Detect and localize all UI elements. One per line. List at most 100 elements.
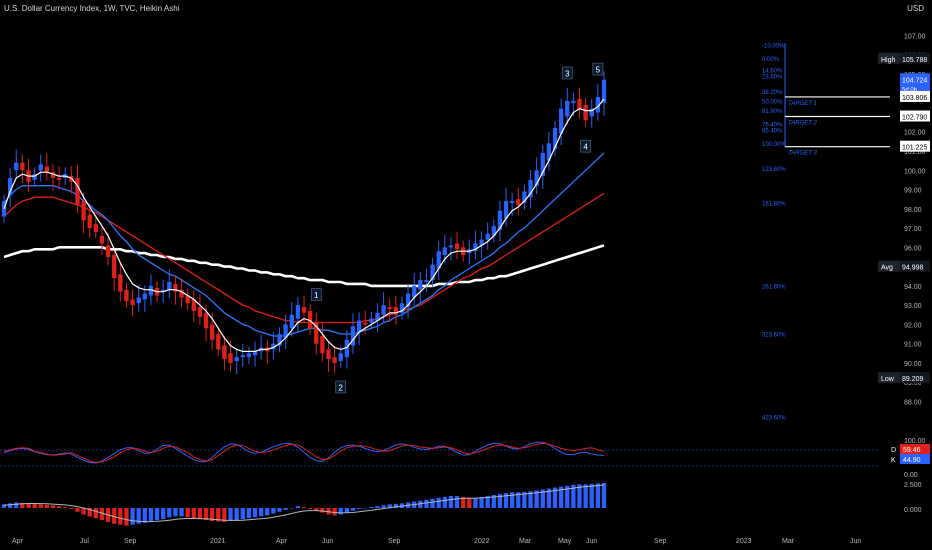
macd-bar [363,508,368,509]
axis-badge-sub: 5d 0h [902,87,917,93]
macd-bar [142,508,147,523]
macd-bar [491,495,496,508]
candle-body [399,303,405,313]
candle-body [240,355,245,358]
candle-body [167,282,172,290]
candle-body [577,98,582,109]
macd-axis-label: 0.000 [904,507,922,514]
candle-body [491,226,496,236]
axis-badge-label-bg [878,372,900,384]
ema-long-line [3,244,605,288]
macd-bar [424,499,429,508]
candle-body [442,247,447,256]
fib-level-label: 161.80% [762,202,786,208]
wave-label: 3 [565,69,570,78]
candle-body [289,314,294,329]
macd-bar [99,508,105,521]
candle-body [405,293,411,308]
candle-body [356,320,362,333]
candle-body [436,251,441,269]
fib-level-label: 0.00% [762,57,780,63]
y-tick-label: 92.00 [904,322,922,329]
x-tick-label: May [558,538,572,545]
stoch-badge-bg [900,454,930,464]
candle-body [534,170,539,186]
target-label: TARGET 1 [788,101,817,107]
macd-bar [93,508,98,519]
macd-bar [161,508,166,520]
macd-bar [277,508,282,512]
candle-body [430,264,435,281]
macd-bar [577,484,582,508]
y-tick-label: 102.00 [904,130,926,137]
macd-bar [154,508,160,521]
x-tick-label: Sep [654,538,667,545]
macd-bar [69,508,74,509]
fib-level-label: 100.00% [762,142,786,148]
y-tick-label: 91.00 [904,342,922,349]
axis-badge-bg [900,260,930,272]
macd-bar [283,508,288,510]
fib-level-label: 14.60% [762,69,783,75]
fib-level-label: 423.60% [762,415,786,421]
candle-body [565,100,570,117]
macd-bar [356,508,362,509]
axis-badge-label: Avg [881,265,893,272]
macd-bar [240,508,245,520]
candle-body [87,214,92,229]
candle-body [424,280,429,283]
macd-bar [565,485,570,508]
y-tick-label: 97.00 [904,226,922,233]
x-tick-label: Sep [124,538,137,545]
candle-body [161,289,166,292]
macd-bar [14,502,19,508]
candle-body [559,108,564,134]
macd-bar [571,484,576,508]
macd-bar [179,508,184,517]
axis-badge-label-bg [878,260,900,272]
macd-bar [454,495,460,508]
macd-bar [467,497,472,508]
macd-bar [216,508,221,522]
macd-bar [344,508,349,513]
y-tick-label: 93.00 [904,303,922,310]
candle-body [589,108,594,117]
wave-label: 5 [596,66,601,75]
candle-body [314,322,319,344]
macd-bar [210,508,215,521]
axis-badge-value: 103.806 [902,95,927,102]
macd-bar [246,508,252,519]
macd-bar [203,508,209,521]
candle-body [454,243,460,250]
macd-bar [528,491,533,508]
axis-badge-value: 101.225 [902,145,927,152]
candle-body [185,295,190,304]
candle-body [93,224,98,232]
candle-body [320,335,325,354]
macd-bar [314,508,319,511]
fib-level-label: 23.60% [762,74,783,80]
candle-body [203,312,209,329]
y-tick-label: 99.00 [904,188,922,195]
candle-body [56,177,62,180]
candle-body [485,233,490,240]
stoch-badge-bg [900,444,930,454]
candle-body [105,245,111,257]
candle-body [197,307,203,317]
y-tick-label: 100.00 [904,168,926,175]
axis-badge-value: 102.790 [902,115,927,122]
y-tick-label: 90.00 [904,361,922,368]
macd-bar [540,489,545,508]
candle-body [38,164,43,171]
candle-body [20,162,25,171]
fib-level-label: 50.00% [762,99,783,105]
macd-bar [118,508,123,525]
candle-body [130,299,135,306]
macd-bar [222,508,227,522]
x-tick-label: 2022 [474,538,490,545]
macd-bar [375,506,380,508]
macd-bar [583,484,588,508]
axis-badge-bg [900,140,930,152]
macd-bar [326,508,331,515]
